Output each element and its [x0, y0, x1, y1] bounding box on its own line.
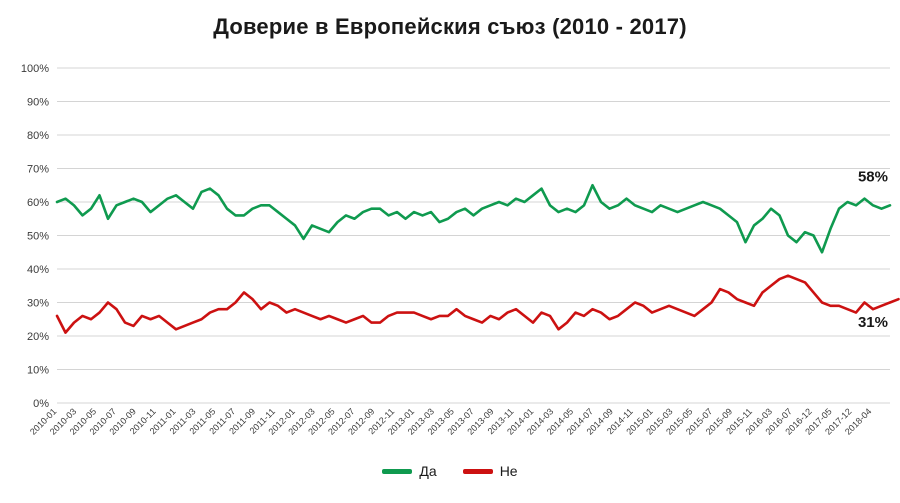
y-axis-tick-label: 70%: [27, 164, 49, 176]
series-line-da: [55, 183, 892, 254]
legend-swatch-da: [382, 468, 413, 474]
y-axis-tick-label: 100%: [21, 63, 49, 75]
y-axis-tick-label: 60%: [27, 197, 49, 209]
series-end-label-ne: 31%: [858, 314, 888, 331]
chart-title: Доверие в Европейския съюз (2010 - 2017): [213, 14, 687, 39]
y-axis-tick-label: 40%: [27, 264, 49, 276]
legend-swatch-ne: [462, 468, 493, 474]
legend-item-da[interactable]: Да: [382, 463, 437, 479]
legend-label-ne: Не: [499, 463, 518, 479]
legend-item-ne[interactable]: Не: [462, 463, 518, 479]
series-end-label-da: 58%: [858, 168, 888, 185]
y-axis-tick-label: 10%: [27, 365, 49, 377]
y-axis-tick-label: 50%: [27, 231, 49, 243]
y-axis-tick-label: 0%: [33, 398, 49, 410]
gridlines: [57, 67, 890, 404]
data-series: [55, 183, 900, 334]
y-axis-tick-label: 90%: [27, 97, 49, 109]
x-axis-tick-labels: 2010-012010-032010-052010-072010-092010-…: [28, 406, 873, 436]
series-end-labels: 58% 31%: [858, 168, 888, 331]
chart-legend: Да Не: [0, 463, 900, 479]
legend-label-da: Да: [419, 463, 437, 479]
y-axis-tick-label: 80%: [27, 130, 49, 142]
y-axis-tick-label: 20%: [27, 331, 49, 343]
y-axis-tick-labels: 100% 90% 80% 70% 60% 50% 40% 30% 20% 10% 0%: [21, 63, 49, 410]
series-line-ne: [55, 274, 900, 334]
y-axis-tick-label: 30%: [27, 298, 49, 310]
